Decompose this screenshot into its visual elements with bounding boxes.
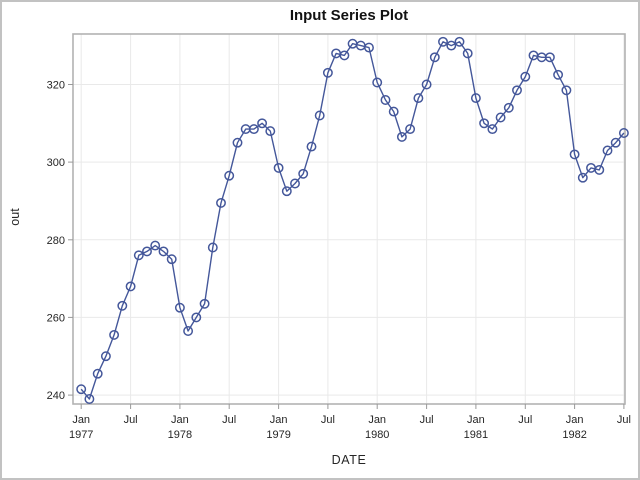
series-marker [199,298,210,309]
series-marker [405,124,416,135]
series-marker [512,85,522,96]
series-marker [265,126,276,137]
series-marker [273,162,284,173]
series-marker [76,384,87,395]
x-tick-label: Jan [467,414,485,426]
x-tick-year: 1979 [266,429,290,441]
series-marker [339,50,350,61]
x-tick-label: Jul [617,414,631,426]
series-marker [610,137,621,148]
series-marker [248,124,259,135]
series-marker [618,128,629,138]
series-marker [569,149,580,160]
x-tick-label: Jan [72,414,90,426]
series-marker [125,281,136,292]
y-tick-label: 240 [47,390,65,402]
chart-title: Input Series Plot [289,7,409,24]
series-marker [100,351,111,362]
x-tick-label: Jul [420,414,434,426]
series-marker [216,197,226,208]
series-marker [158,246,169,257]
series-marker [133,250,144,261]
series-marker [183,326,194,336]
series-marker [191,312,202,323]
series-marker [84,394,95,404]
x-tick-year: 1982 [562,429,586,441]
series-marker [520,71,531,82]
y-tick-label: 280 [47,235,65,247]
series-marker [314,110,325,121]
series-marker [174,302,185,313]
x-tick-label: Jul [124,414,138,426]
series-marker [142,246,152,257]
series-marker [281,186,292,197]
series-marker [503,102,514,113]
x-tick-label: Jan [566,414,584,426]
series-marker [322,67,333,78]
series-marker [454,36,465,47]
series-marker [544,52,555,63]
x-tick-label: Jan [171,414,189,426]
y-tick-label: 300 [47,157,65,169]
series-marker [561,85,572,96]
series-marker [306,141,317,152]
series-marker [166,254,177,265]
x-tick-year: 1981 [464,429,488,441]
x-axis-label: DATE [331,453,367,467]
series-marker [117,300,128,311]
series-marker [372,77,383,88]
series-marker [396,131,407,142]
x-tick-year: 1980 [365,429,389,441]
series-marker [487,124,498,135]
series-marker [380,95,391,105]
series-marker [577,172,588,183]
series-marker [92,368,103,379]
series-marker [224,170,235,181]
x-tick-label: Jul [321,414,335,426]
series-marker [479,118,490,129]
series-marker [298,168,309,179]
x-tick-year: 1978 [168,429,192,441]
series-marker [232,137,243,148]
series-marker [602,145,613,156]
x-tick-label: Jan [270,414,288,426]
series-marker [257,118,268,129]
series-marker [446,40,457,51]
series-marker [413,93,424,104]
x-tick-label: Jul [222,414,236,426]
x-tick-label: Jan [368,414,386,426]
y-tick-label: 260 [47,312,65,324]
series-marker [429,52,440,63]
series-marker [421,79,432,90]
series-marker [207,242,218,253]
series-line [80,41,625,400]
series-marker [109,329,120,340]
series-marker [290,178,300,189]
series-marker [470,93,481,104]
series-marker [150,240,161,251]
y-tick-label: 320 [47,80,65,92]
x-tick-label: Jul [518,414,532,426]
series-marker [553,69,564,80]
series-marker [462,48,473,59]
series-marker [594,164,605,175]
series-marker [495,112,506,123]
plot-frame [72,33,626,405]
series-marker [438,36,448,47]
x-tick-year: 1977 [69,429,93,441]
series-marker [364,42,374,53]
series-marker [388,106,399,117]
